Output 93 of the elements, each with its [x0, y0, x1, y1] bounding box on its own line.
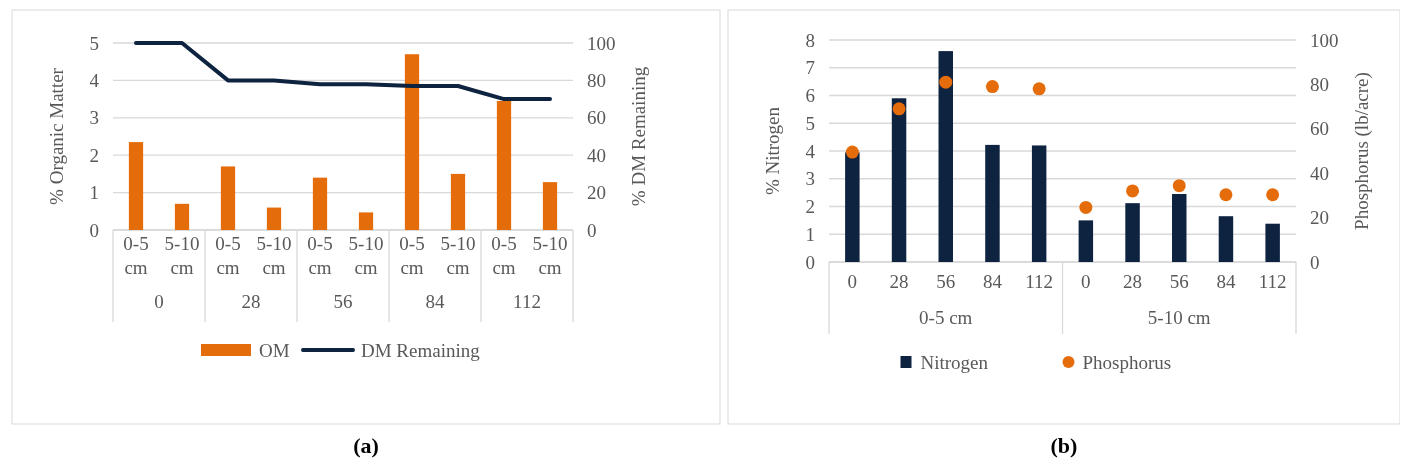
- bar: [1125, 203, 1140, 262]
- text: 56: [333, 291, 353, 312]
- x-tick-label: 56: [1169, 271, 1189, 292]
- point: [1032, 82, 1046, 96]
- y-tick-label: 0: [89, 219, 99, 241]
- text: 5-10 cm: [1147, 307, 1211, 328]
- bar: [891, 98, 907, 262]
- bar: [1078, 220, 1094, 262]
- text: 112: [513, 291, 541, 312]
- point: [892, 102, 906, 116]
- x-tick-label: 5-10 cm: [440, 233, 476, 278]
- bar: [845, 152, 860, 262]
- x-tick-label: 5-10 cm: [256, 233, 292, 278]
- x-tick-label: 28: [1123, 271, 1143, 292]
- legend-label: OM: [259, 339, 290, 361]
- y-tick-label: 1: [89, 182, 99, 204]
- bar: [312, 177, 328, 230]
- x-tick-label: 0: [847, 271, 858, 292]
- x-tick-label: 0: [1081, 271, 1091, 292]
- bar: [1218, 216, 1234, 262]
- legend-label: DM Remaining: [361, 339, 481, 361]
- bar: [496, 100, 512, 230]
- y-axis-title: % Organic Matter: [46, 67, 67, 205]
- bar: [1265, 223, 1280, 262]
- y-tick-label: 2: [89, 144, 99, 166]
- y2-tick-label: 20: [587, 182, 606, 204]
- y-tick-label: 5: [805, 112, 815, 134]
- text: 28: [241, 291, 261, 312]
- point: [1172, 179, 1186, 193]
- y-tick-label: 3: [805, 168, 815, 190]
- y2-tick-label: 80: [1310, 74, 1329, 96]
- point: [1219, 188, 1233, 202]
- bar: [1172, 194, 1187, 262]
- point: [845, 145, 859, 159]
- y-tick-label: 4: [89, 70, 100, 92]
- y-tick-label: 1: [805, 223, 815, 245]
- y2-tick-label: 40: [587, 144, 606, 166]
- y2-tick-label: 100: [587, 32, 616, 54]
- y-tick-label: 6: [805, 85, 815, 107]
- x-tick-label: 0-5 cm: [307, 233, 333, 278]
- bar: [404, 54, 420, 230]
- x-tick-label: 5-10 cm: [164, 233, 200, 278]
- bar: [1031, 145, 1047, 262]
- y-tick-label: 5: [89, 32, 99, 54]
- y2-axis-title: % DM Remaining: [628, 66, 649, 207]
- y-tick-label: 8: [805, 29, 815, 51]
- text: 0: [154, 291, 164, 312]
- x-tick-label: 84: [982, 271, 1003, 292]
- x-tick-label: 28: [889, 271, 909, 292]
- x-tick-label: 5-10 cm: [532, 233, 568, 278]
- x-tick-label: 0-5 cm: [215, 233, 241, 278]
- y2-tick-label: 80: [587, 70, 606, 92]
- point: [1266, 188, 1280, 202]
- text: (b): [1050, 433, 1078, 458]
- x-tick-label: 0-5 cm: [123, 233, 149, 278]
- y-tick-label: 2: [805, 196, 815, 218]
- y-tick-label: 4: [805, 140, 816, 162]
- x-tick-label: 56: [936, 271, 956, 292]
- line-series: [134, 41, 552, 102]
- text: 84: [425, 291, 445, 312]
- bar: [938, 51, 953, 262]
- y-axis-title: % Nitrogen: [762, 106, 783, 196]
- y2-tick-label: 60: [1310, 118, 1329, 140]
- bar: [358, 212, 374, 230]
- y2-axis-title: Phosphorus (lb/acre): [1351, 72, 1373, 230]
- y2-tick-label: 40: [1310, 162, 1329, 184]
- point: [1126, 184, 1140, 198]
- bar: [174, 203, 190, 230]
- point: [985, 80, 999, 94]
- y2-tick-label: 60: [587, 107, 606, 129]
- text: (a): [353, 433, 379, 458]
- y2-tick-label: 100: [1310, 29, 1339, 51]
- bar: [450, 173, 466, 230]
- text: 0-5 cm: [919, 307, 973, 328]
- y-tick-label: 3: [89, 107, 99, 129]
- legend-label: Nitrogen: [920, 351, 989, 373]
- bar: [128, 142, 144, 230]
- x-tick-label: 112: [1025, 271, 1054, 292]
- point: [1079, 200, 1093, 214]
- x-tick-label: 0-5 cm: [399, 233, 425, 278]
- point: [939, 75, 953, 89]
- bar: [985, 144, 1000, 262]
- y2-tick-label: 0: [587, 219, 597, 241]
- x-tick-label: 5-10 cm: [348, 233, 384, 278]
- y-tick-label: 7: [805, 57, 815, 79]
- x-tick-label: 112: [1258, 271, 1287, 292]
- bar: [542, 182, 558, 230]
- bar: [220, 166, 236, 230]
- legend-label: Phosphorus: [1082, 351, 1172, 373]
- y2-tick-label: 20: [1310, 207, 1329, 229]
- x-tick-label: 84: [1216, 271, 1236, 292]
- x-tick-label: 0-5 cm: [491, 233, 517, 278]
- bar: [266, 207, 282, 230]
